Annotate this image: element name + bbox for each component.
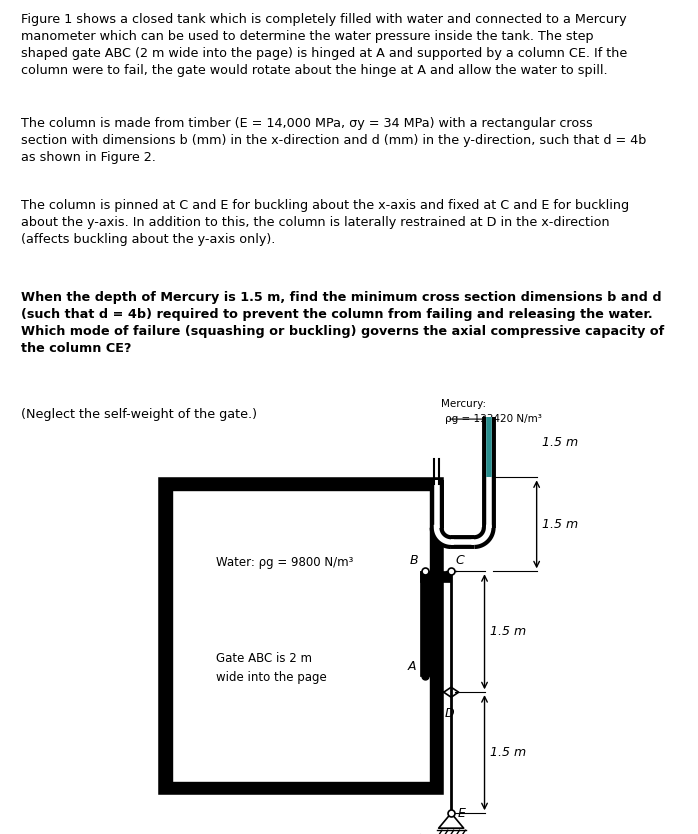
Polygon shape (430, 480, 440, 792)
Text: The column is made from timber (E = 14,000 MPa, σy = 34 MPa) with a rectangular : The column is made from timber (E = 14,0… (21, 117, 646, 164)
Text: E: E (457, 806, 466, 820)
Text: 1.5 m: 1.5 m (542, 518, 578, 531)
Text: Mercury:: Mercury: (440, 399, 486, 409)
Text: The column is pinned at C and E for buckling about the x-axis and fixed at C and: The column is pinned at C and E for buck… (21, 199, 629, 247)
Text: 1.5 m: 1.5 m (542, 435, 578, 449)
Text: ρg = 133420 N/m³: ρg = 133420 N/m³ (445, 414, 542, 424)
Text: When the depth of Mercury is 1.5 m, find the minimum cross section dimensions b : When the depth of Mercury is 1.5 m, find… (21, 290, 664, 354)
Text: 1.5 m: 1.5 m (489, 626, 526, 638)
Text: wide into the page: wide into the page (216, 671, 326, 684)
Text: B: B (409, 554, 418, 567)
Text: C: C (455, 554, 464, 567)
Text: A: A (407, 661, 416, 674)
Text: (Neglect the self-weight of the gate.): (Neglect the self-weight of the gate.) (21, 408, 257, 420)
Polygon shape (161, 782, 440, 792)
Polygon shape (420, 571, 430, 676)
Polygon shape (420, 571, 451, 582)
Text: D: D (444, 707, 454, 720)
Text: Water: ρg = 9800 N/m³: Water: ρg = 9800 N/m³ (216, 556, 353, 570)
Polygon shape (161, 480, 440, 490)
Text: Figure 1 shows a closed tank which is completely filled with water and connected: Figure 1 shows a closed tank which is co… (21, 13, 628, 77)
Polygon shape (161, 480, 172, 792)
Text: Gate ABC is 2 m: Gate ABC is 2 m (216, 652, 311, 666)
Text: 1.5 m: 1.5 m (489, 746, 526, 759)
